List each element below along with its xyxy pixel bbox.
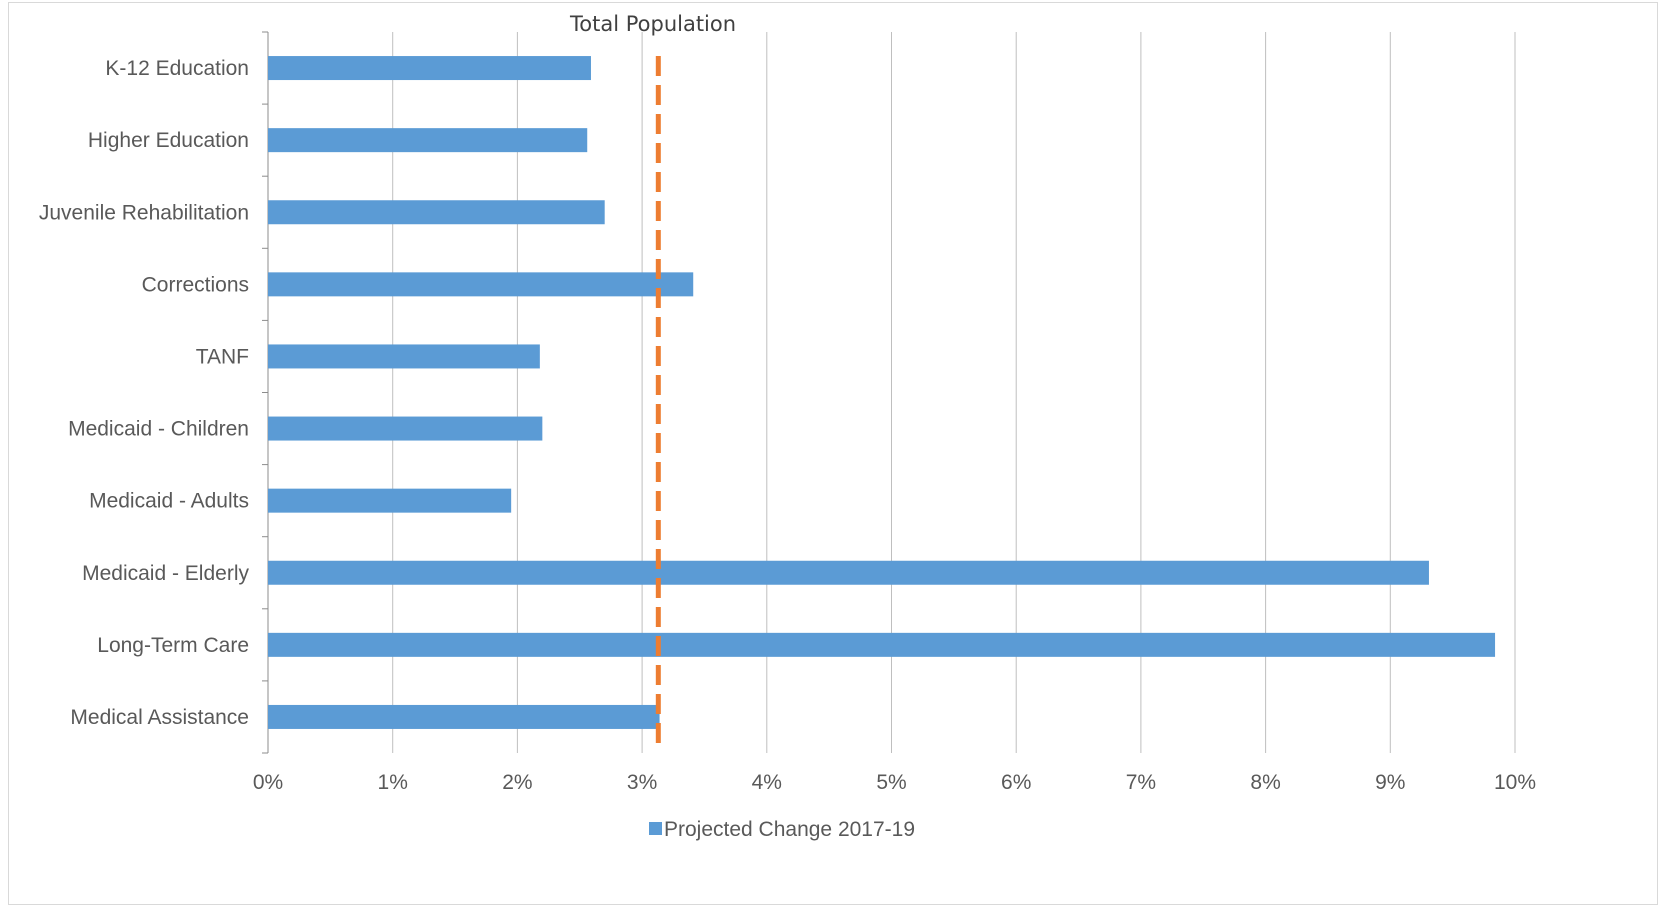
category-label: Long-Term Care [97, 634, 249, 657]
x-tick-label: 1% [378, 771, 408, 794]
bar [268, 56, 591, 81]
x-tick-label: 3% [627, 771, 657, 794]
x-tick-labels: 0% 1% 2% 3% 4% 5% 6% 7% 8% 9% 10% [253, 771, 1536, 794]
x-tick-label: 4% [752, 771, 782, 794]
category-label: Higher Education [88, 129, 249, 152]
bar [268, 560, 1429, 585]
bar [268, 272, 694, 297]
category-label: K-12 Education [105, 57, 249, 80]
chart-frame [8, 2, 1658, 905]
reference-line-group: Total Population [569, 12, 736, 750]
bar [268, 200, 605, 225]
category-label: Medicaid - Elderly [82, 562, 249, 585]
bar [268, 416, 543, 441]
x-tick-label: 9% [1375, 771, 1405, 794]
x-tick-label: 8% [1250, 771, 1280, 794]
bars [268, 56, 1496, 729]
bar [268, 632, 1496, 657]
bar [268, 488, 512, 513]
x-tick-label: 6% [1001, 771, 1031, 794]
y-axis [262, 31, 269, 754]
category-label: Medical Assistance [70, 706, 249, 729]
gridlines [392, 32, 1516, 753]
x-tick-label: 2% [502, 771, 532, 794]
reference-line-label: Total Population [569, 12, 736, 36]
category-label: Medicaid - Adults [89, 490, 249, 513]
legend-swatch [649, 822, 662, 835]
category-label: TANF [196, 345, 249, 368]
category-label: Juvenile Rehabilitation [39, 201, 249, 224]
category-label: Medicaid - Children [68, 418, 249, 441]
bar [268, 704, 660, 729]
category-labels: K-12 Education Higher Education Juvenile R… [39, 57, 250, 729]
x-tick-label: 0% [253, 771, 283, 794]
legend: Projected Change 2017-19 [649, 818, 915, 841]
bar [268, 344, 540, 369]
x-tick-label: 10% [1494, 771, 1536, 794]
x-tick-label: 5% [876, 771, 906, 794]
x-tick-label: 7% [1126, 771, 1156, 794]
category-label: Corrections [142, 273, 249, 296]
bar [268, 128, 588, 153]
legend-label: Projected Change 2017-19 [664, 818, 915, 841]
